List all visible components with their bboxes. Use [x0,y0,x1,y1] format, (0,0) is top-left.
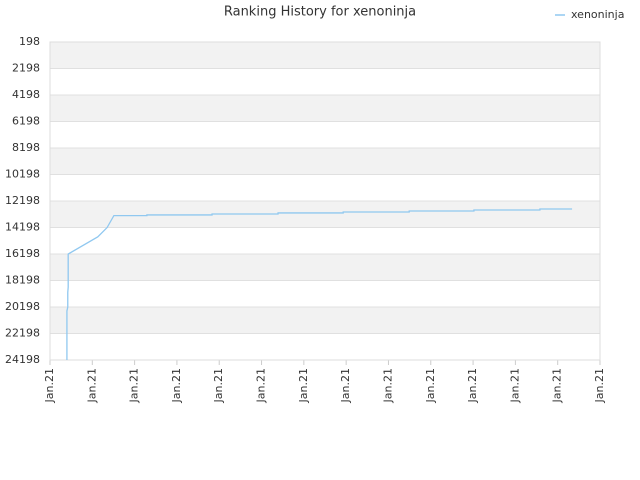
grid-band [50,307,600,334]
y-tick-label: 2198 [12,62,40,75]
series-line [66,208,573,360]
grid-band [50,201,600,228]
x-tick-label: Jan.21 [85,368,98,403]
grid-band [50,254,600,281]
x-tick-label: Jan.21 [551,368,564,403]
y-tick-label: 198 [19,35,40,48]
y-tick-label: 8198 [12,141,40,154]
y-tick-label: 14198 [5,221,40,234]
x-tick-label: Jan.21 [255,368,268,403]
y-tick-label: 16198 [5,247,40,260]
x-tick-label: Jan.21 [381,368,394,403]
x-tick-label: Jan.21 [339,368,352,403]
x-tick-label: Jan.21 [424,368,437,403]
x-tick-label: Jan.21 [212,368,225,403]
x-tick-label: Jan.21 [170,368,183,403]
y-tick-label: 10198 [5,168,40,181]
chart-title: Ranking History for xenoninja [224,5,416,20]
grid-band [50,42,600,69]
grid-band [50,148,600,175]
y-tick-label: 12198 [5,194,40,207]
y-tick-label: 22198 [5,327,40,340]
plot-frame [49,41,601,361]
x-tick-label: Jan.21 [466,368,479,403]
y-tick-label: 24198 [5,353,40,366]
x-tick-label: Jan.21 [43,368,56,403]
y-tick-label: 4198 [12,88,40,101]
legend-label: xenoninja [571,8,624,21]
x-tick-label: Jan.21 [593,368,606,403]
grid-band [50,95,600,122]
x-tick-label: Jan.21 [128,368,141,403]
y-tick-label: 18198 [5,274,40,287]
y-tick-label: 6198 [12,115,40,128]
x-tick-label: Jan.21 [508,368,521,403]
x-tick-label: Jan.21 [297,368,310,403]
y-tick-label: 20198 [5,300,40,313]
